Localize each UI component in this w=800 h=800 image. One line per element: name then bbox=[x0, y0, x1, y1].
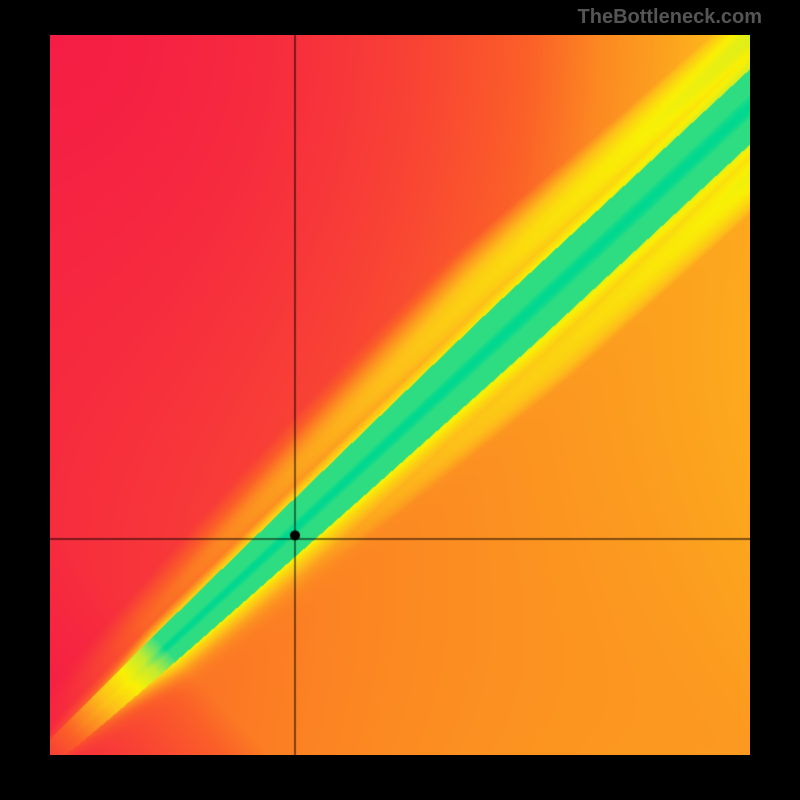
heatmap-canvas bbox=[50, 35, 750, 755]
chart-container bbox=[50, 35, 750, 755]
watermark-text: TheBottleneck.com bbox=[578, 6, 762, 29]
